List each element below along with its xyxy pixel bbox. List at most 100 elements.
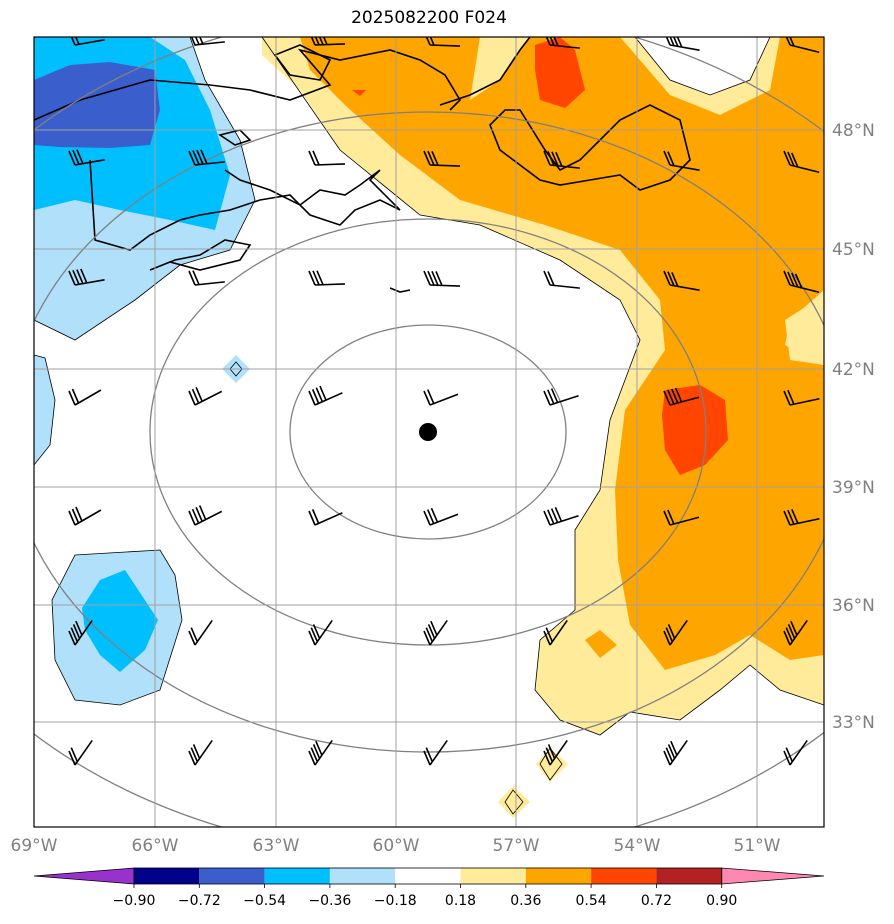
wind-barb [663,619,688,646]
wind-barb [308,270,346,286]
wind-barb [783,509,820,526]
colorbar-bin [264,868,330,884]
wind-barb [68,619,93,646]
colorbar-tick-label: −0.72 [178,893,221,909]
lon-tick-label: 60°W [373,836,420,856]
wind-barb [423,619,448,646]
fill-yellow-diamond-1 [536,748,568,782]
lon-tick-label: 51°W [734,836,781,856]
wind-barb [783,619,808,646]
colorbar-tick-label: 0.90 [706,893,737,909]
fill-yellow-diamond-2 [498,786,530,818]
wind-barb [310,37,346,46]
contour-line-east [261,37,824,736]
lat-tick-label: 42°N [832,360,875,380]
lat-tick-label: 39°N [832,478,875,498]
latitude-tick-labels: 48°N 45°N 42°N 39°N 36°N 33°N [832,121,875,733]
colorbar: −0.90 −0.72 −0.54 −0.36 −0.18 0.18 0.36 0.54 0.7… [33,867,825,909]
colorbar-frame [133,867,723,885]
coastline-newfoundland [489,104,691,191]
contour-line-diamond-1 [539,747,563,781]
wind-barb [543,388,579,406]
coastline-north-shore [34,48,462,121]
colorbar-bin [656,868,722,884]
wind-barb [68,739,93,766]
colorbar-bin [591,868,657,884]
lon-tick-label: 63°W [253,836,300,856]
wind-barb [308,150,346,166]
fill-red-east [662,385,728,475]
wind-barb [188,739,213,766]
coastline-new-brunswick [89,159,401,251]
fill-blue-northwest [34,62,160,148]
wind-barb [543,739,568,766]
contour-line-west-edge [34,354,56,466]
wind-barb [783,739,808,766]
fill-red-small [352,90,366,96]
coastline-layer [34,37,691,293]
fill-orange-south-blob [585,630,617,658]
contour-line-small-diamond [229,361,243,377]
wind-barb [308,385,343,406]
wind-barb-layer [68,37,820,766]
colorbar-tick-label: 0.18 [445,893,476,909]
fill-white-top-right [635,37,770,95]
colorbar-tick-label: −0.90 [113,893,156,909]
storm-center-marker [419,423,437,441]
lon-tick-label: 57°W [493,836,540,856]
colorbar-bin [134,868,200,884]
chart-title: 2025082200 F024 [351,8,507,28]
contour-line-diamond-2 [504,789,524,815]
wind-barb [543,619,568,646]
colorbar-tick-label: −0.54 [243,893,286,909]
coastline-pei [218,129,252,146]
lon-tick-label: 54°W [614,836,661,856]
colorbar-tick-label: 0.72 [641,893,672,909]
colorbar-tick-label: 0.54 [576,893,607,909]
lon-tick-label: 66°W [132,836,179,856]
wind-barb [308,619,333,646]
wind-barb [783,389,820,406]
wind-barb [783,150,820,174]
wind-barb [543,150,580,169]
plot-frame [33,36,825,828]
wind-barb [785,37,820,54]
colorbar-bin [460,868,526,884]
contour-line-northwest [34,37,256,341]
range-ring-1 [289,324,567,540]
wind-barb [308,739,333,766]
fill-cyan-southwest [82,570,158,672]
longitude-tick-labels: 69°W 66°W 63°W 60°W 57°W 54°W 51°W [11,836,781,856]
wind-barb [188,619,213,646]
colorbar-tick-label: 0.36 [510,893,541,909]
colorbar-bin [525,868,592,884]
contour-line-southwest [51,549,183,706]
wind-barb [68,149,105,166]
wind-barb [543,270,580,289]
wind-barb [68,268,105,286]
wind-barb [188,270,225,286]
wind-barb [68,506,102,526]
coastline-labrador [439,37,531,106]
colorbar-bin [395,868,461,884]
colorbar-extend-low [33,867,135,885]
lat-tick-label: 36°N [832,596,875,616]
wind-barb [665,37,700,51]
lat-tick-label: 33°N [832,713,875,733]
wind-barb [188,387,223,406]
gridline-layer [34,37,824,827]
colorbar-bin [329,868,396,884]
coastline-cape-breton [389,287,411,293]
wind-barb [663,509,700,526]
wind-barb [308,509,343,526]
fill-orange-east [300,37,824,670]
wind-barb [663,387,700,406]
wind-barb [663,270,700,291]
contour-line-layer [34,37,824,815]
wind-barb [545,37,580,49]
wind-barb [663,739,688,766]
fill-light-blue-west-edge [34,355,55,465]
wind-barb [543,506,579,526]
lon-tick-label: 69°W [11,836,58,856]
